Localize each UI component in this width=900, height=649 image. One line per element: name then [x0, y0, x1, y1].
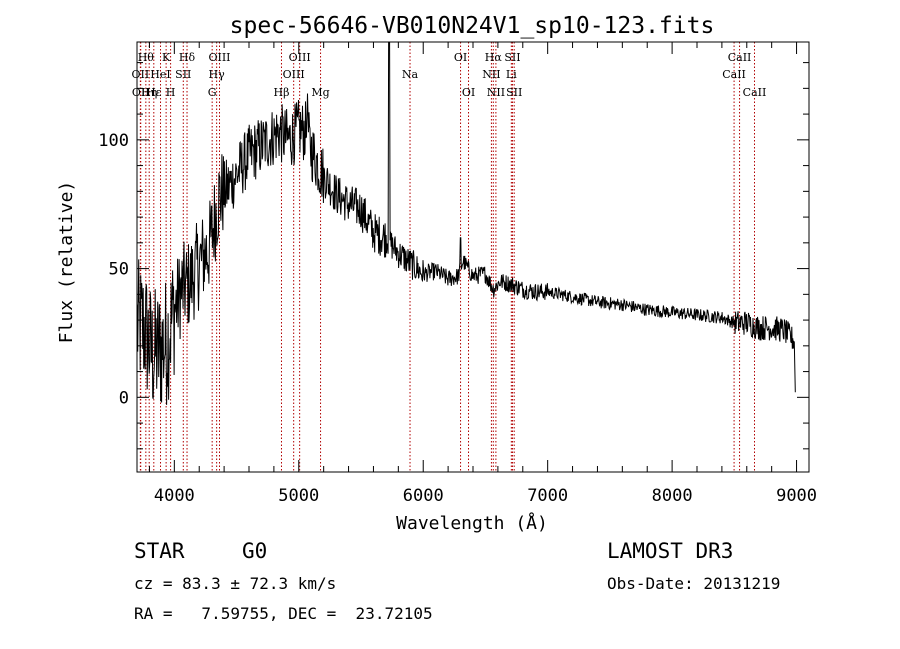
- x-tick-label: 9000: [776, 486, 817, 506]
- line-marker-label: Hα: [485, 51, 503, 64]
- line-marker-label: Hε: [146, 86, 162, 99]
- line-marker-label: CaII: [722, 68, 746, 81]
- survey-name: LAMOST DR3: [607, 539, 734, 563]
- line-marker-label: Hδ: [179, 51, 196, 64]
- y-tick-label: 50: [109, 260, 129, 280]
- line-marker-label: Mg: [311, 86, 329, 99]
- line-marker-label: OIII: [283, 68, 305, 81]
- line-marker-label: Hη: [141, 86, 157, 99]
- line-marker-label: OIII: [289, 51, 311, 64]
- observation-date: Obs-Date: 20131219: [607, 574, 781, 593]
- line-marker-label: H: [166, 86, 176, 99]
- line-marker-label: G: [208, 86, 217, 99]
- spectrum-series: [136, 41, 796, 405]
- line-marker-label: CaII: [743, 86, 767, 99]
- line-marker-label: NII: [487, 86, 505, 99]
- x-tick-label: 4000: [154, 486, 195, 506]
- spectrum-line: [136, 41, 796, 405]
- coordinates: RA = 7.59755, DEC = 23.72105: [134, 604, 433, 623]
- y-tick-label: 0: [119, 388, 129, 408]
- line-marker-label: Hγ: [209, 68, 226, 81]
- line-marker-label: SII: [175, 68, 191, 81]
- x-axis-label: Wavelength (Å): [396, 512, 548, 534]
- line-marker-label: OIII: [208, 51, 230, 64]
- line-marker-label: CaII: [728, 51, 752, 64]
- axis-tick-labels: 4000 5000 6000 7000 8000 9000 0 50 100: [98, 131, 817, 506]
- line-marker-label: SII: [506, 86, 522, 99]
- line-marker-label: Na: [402, 68, 419, 81]
- plot-frame: [136, 41, 810, 473]
- line-marker-label: OI: [454, 51, 467, 64]
- line-marker-label: OI: [462, 86, 475, 99]
- object-type: STAR: [134, 539, 185, 563]
- line-marker-label: Hβ: [274, 86, 290, 99]
- redshift-velocity: cz = 83.3 ± 72.3 km/s: [134, 574, 337, 593]
- line-marker-label: HeI: [150, 68, 170, 81]
- y-tick-label: 100: [98, 131, 129, 151]
- line-marker-label: K: [162, 51, 171, 64]
- axis-ticks: [137, 42, 809, 472]
- line-marker-label: Li: [506, 68, 517, 81]
- line-marker-label: SII: [504, 51, 520, 64]
- line-marker-label: OII: [132, 68, 150, 81]
- line-marker-label: Hθ: [138, 51, 155, 64]
- line-markers: [139, 42, 755, 472]
- x-tick-label: 7000: [527, 486, 568, 506]
- spectral-subclass: G0: [242, 539, 268, 563]
- line-marker-label: NII: [482, 68, 500, 81]
- x-tick-label: 6000: [403, 486, 444, 506]
- chart-title: spec-56646-VB010N24V1_sp10-123.fits: [230, 13, 715, 39]
- x-tick-label: 5000: [278, 486, 319, 506]
- x-tick-label: 8000: [652, 486, 693, 506]
- line-marker-label: OII: [132, 86, 150, 99]
- y-axis-label: Flux (relative): [56, 181, 77, 344]
